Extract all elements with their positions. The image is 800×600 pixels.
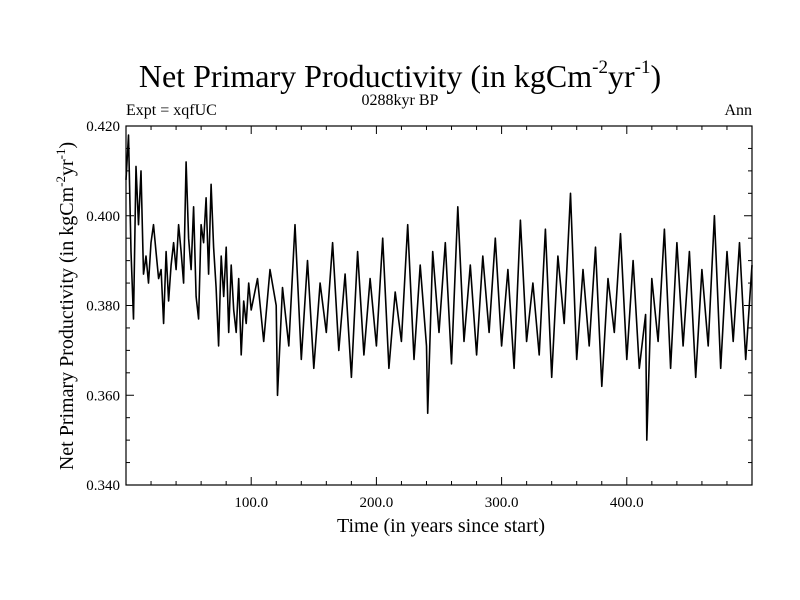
x-axis-title: Time (in years since start) (337, 515, 545, 537)
x-tick-label: 400.0 (610, 495, 644, 511)
x-tick-label: 200.0 (360, 495, 394, 511)
season-label: Ann (724, 102, 752, 119)
x-tick-label: 300.0 (485, 495, 519, 511)
plot-frame (125, 125, 753, 486)
y-axis-title: Net Primary Productivity (in kgCm-2yr-1) (53, 142, 78, 470)
series-line (125, 134, 753, 441)
period-label: 0288kyr BP (361, 92, 439, 109)
y-tick-label: 0.380 (86, 299, 120, 315)
y-tick-label: 0.400 (86, 209, 120, 225)
chart-title: Net Primary Productivity (in kgCm-2yr-1) (138, 57, 662, 94)
y-tick-label: 0.360 (86, 388, 120, 404)
ticks-layer: 100.0 200.0 300.0 400.0 0.340 0.360 0.380 0.400… (86, 119, 752, 511)
x-tick-label: 100.0 (234, 495, 268, 511)
experiment-label: Expt = xqfUC (126, 102, 217, 119)
y-tick-label: 0.340 (86, 478, 120, 494)
series-layer (125, 134, 753, 441)
y-tick-label: 0.420 (86, 119, 120, 135)
